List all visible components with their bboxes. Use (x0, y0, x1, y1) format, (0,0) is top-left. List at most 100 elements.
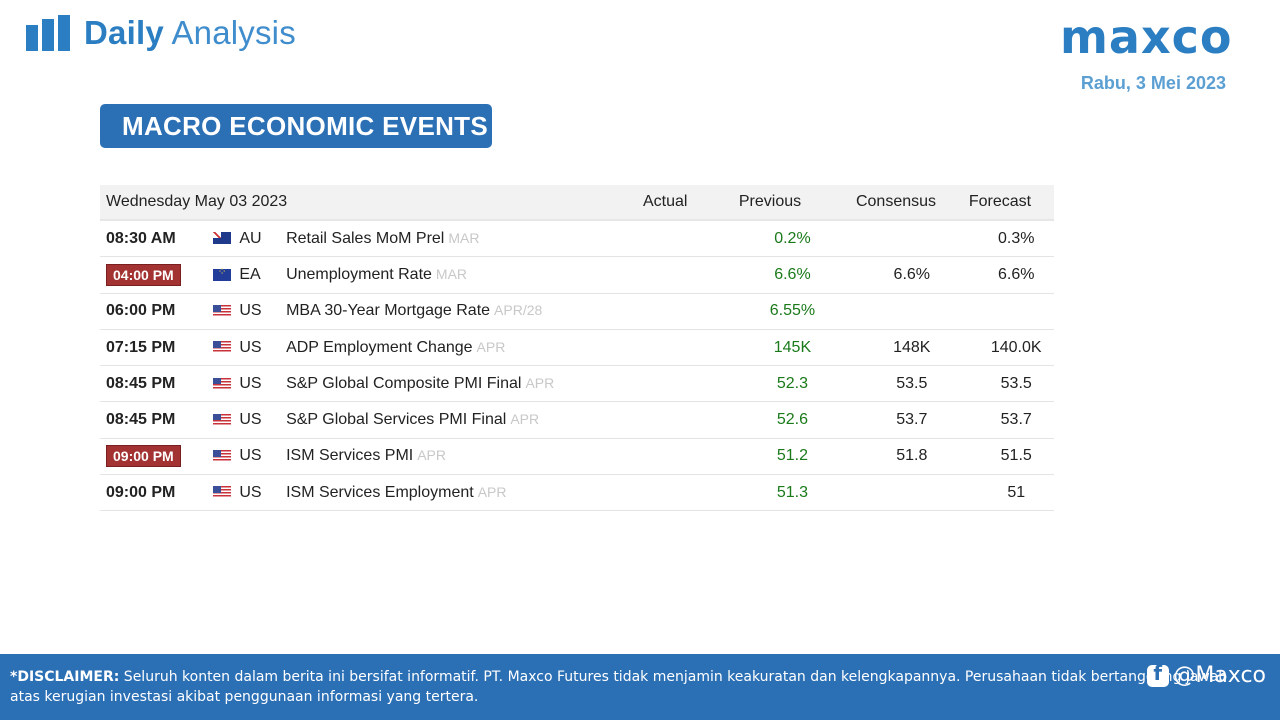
country-code: US (239, 411, 262, 429)
consensus-value: 6.6% (893, 265, 931, 283)
country-code: US (239, 374, 262, 392)
flag-us-icon (213, 486, 232, 499)
forecast-value: 53.5 (1000, 374, 1032, 392)
time-badge: 04:00 PM (106, 263, 181, 286)
brand-title-light: Analysis (171, 14, 296, 51)
consensus-value: 53.5 (896, 374, 928, 392)
col-actual-header: Actual (643, 193, 688, 210)
table-header: Wednesday May 03 2023 Actual Previous Co… (100, 185, 1054, 221)
event-period: APR (417, 447, 447, 464)
forecast-value: 51.5 (1000, 447, 1032, 465)
brand-title-bold: Daily (84, 14, 164, 51)
disclaimer: *DISCLAIMER: Seluruh konten dalam berita… (10, 667, 1230, 707)
event-time: 06:00 PM (100, 302, 207, 320)
consensus-value: 53.7 (896, 411, 928, 429)
report-date: Rabu, 3 Mei 2023 (1080, 73, 1226, 93)
event-time: 04:00 PM (100, 263, 207, 286)
social-handle-text: @Maxco (1173, 663, 1266, 688)
time-text: 09:00 PM (106, 483, 176, 501)
event-title: MBA 30-Year Mortgage Rate (286, 302, 491, 320)
event-period: APR/28 (494, 302, 543, 319)
disclaimer-label: *DISCLAIMER: (10, 669, 120, 685)
event-title: S&P Global Composite PMI Final (286, 374, 522, 392)
time-text: 08:45 PM (106, 411, 176, 429)
col-consensus-header: Consensus (855, 193, 937, 210)
country-code: US (239, 302, 262, 320)
time-text: 08:30 AM (106, 229, 176, 247)
previous-value: 145K (773, 338, 812, 356)
disclaimer-footer: *DISCLAIMER: Seluruh konten dalam berita… (0, 654, 1280, 720)
event-name: MBA 30-Year Mortgage Rate APR/28 (286, 302, 620, 320)
country-code: EA (239, 265, 261, 283)
table-row[interactable]: 08:45 PM US S&P Global Services PMI Fina… (100, 402, 1054, 439)
event-name: ISM Services PMI APR (286, 447, 620, 465)
event-time: 07:15 PM (100, 339, 207, 357)
country-flag (213, 339, 237, 357)
previous-value: 52.6 (776, 411, 809, 429)
table-row[interactable]: 07:15 PM US ADP Employment Change APR 145… (100, 330, 1054, 367)
forecast-value: 51 (1007, 483, 1026, 501)
event-name: ADP Employment Change APR (286, 339, 620, 357)
flag-us-icon (213, 305, 232, 317)
flag-eu-icon (213, 265, 232, 281)
event-title: ISM Services PMI (286, 447, 414, 465)
event-period: APR (477, 483, 507, 500)
country-flag (213, 411, 237, 429)
brand-title: Daily Analysis (84, 14, 296, 52)
flag-us-icon (213, 413, 232, 426)
table-row[interactable]: 08:30 AM AU Retail Sales MoM Prel MAR 0.2… (100, 221, 1054, 258)
event-title: ISM Services Employment (286, 483, 474, 501)
table-row[interactable]: 06:00 PM US MBA 30-Year Mortgage Rate APR… (100, 294, 1054, 330)
flag-us-icon (213, 341, 232, 354)
country-flag (213, 265, 237, 284)
event-time: 08:30 AM (100, 230, 207, 248)
country-flag (213, 302, 237, 320)
col-previous-header: Previous (738, 193, 802, 210)
event-period: APR (525, 374, 555, 391)
previous-value: 0.2% (774, 229, 811, 247)
time-text: 07:15 PM (106, 338, 176, 356)
section-title: MACRO ECONOMIC EVENTS (100, 104, 492, 148)
col-forecast-header: Forecast (968, 193, 1032, 210)
previous-value: 6.55% (769, 302, 816, 320)
consensus-value: 148K (893, 338, 931, 356)
previous-value: 6.6% (774, 265, 811, 283)
event-name: S&P Global Services PMI Final APR (286, 411, 620, 429)
event-name: ISM Services Employment APR (286, 484, 620, 502)
maxco-logo: maxco (1060, 10, 1233, 64)
table-row[interactable]: 08:45 PM US S&P Global Composite PMI Fin… (100, 366, 1054, 403)
table-row[interactable]: 09:00 PM US ISM Services Employment APR 5… (100, 475, 1054, 512)
table-date-header: Wednesday May 03 2023 (106, 193, 288, 210)
event-title: S&P Global Services PMI Final (286, 411, 507, 429)
event-title: Unemployment Rate (286, 265, 432, 283)
event-period: MAR (448, 229, 480, 246)
country-code: US (239, 483, 262, 501)
event-period: MAR (435, 265, 468, 282)
country-code: US (239, 338, 262, 356)
facebook-icon (1147, 663, 1170, 687)
event-title: Retail Sales MoM Prel (286, 229, 445, 247)
flag-us-icon (213, 377, 232, 390)
table-row[interactable]: 09:00 PM US ISM Services PMI APR 51.2 51.… (100, 439, 1054, 476)
events-table: Wednesday May 03 2023 Actual Previous Co… (100, 185, 1054, 512)
forecast-value: 6.6% (997, 265, 1035, 283)
time-text: 08:45 PM (106, 374, 176, 392)
country-code: AU (239, 229, 262, 247)
social-handle[interactable]: @Maxco (1147, 663, 1266, 688)
event-title: ADP Employment Change (286, 338, 473, 356)
event-period: APR (476, 338, 506, 355)
previous-value: 51.3 (776, 483, 809, 501)
event-name: S&P Global Composite PMI Final APR (286, 375, 620, 393)
event-time: 08:45 PM (100, 375, 207, 393)
previous-value: 52.3 (776, 374, 809, 392)
time-text: 06:00 PM (106, 302, 176, 320)
forecast-value: 53.7 (1000, 411, 1032, 429)
bar-chart-icon (26, 15, 70, 51)
event-time: 09:00 PM (100, 484, 207, 502)
consensus-value: 51.8 (896, 447, 928, 465)
country-flag (213, 484, 237, 502)
event-name: Retail Sales MoM Prel MAR (286, 230, 620, 248)
table-body: 08:30 AM AU Retail Sales MoM Prel MAR 0.2… (100, 221, 1054, 512)
disclaimer-text: Seluruh konten dalam berita ini bersifat… (10, 669, 1228, 705)
